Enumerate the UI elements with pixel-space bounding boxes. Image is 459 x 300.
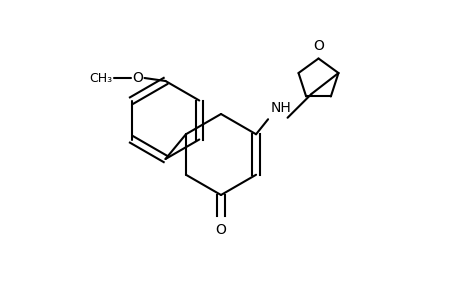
Text: CH₃: CH₃ — [89, 71, 112, 85]
Text: NH: NH — [270, 101, 291, 115]
Text: O: O — [132, 71, 143, 85]
Text: O: O — [215, 224, 226, 238]
Text: O: O — [313, 38, 323, 52]
